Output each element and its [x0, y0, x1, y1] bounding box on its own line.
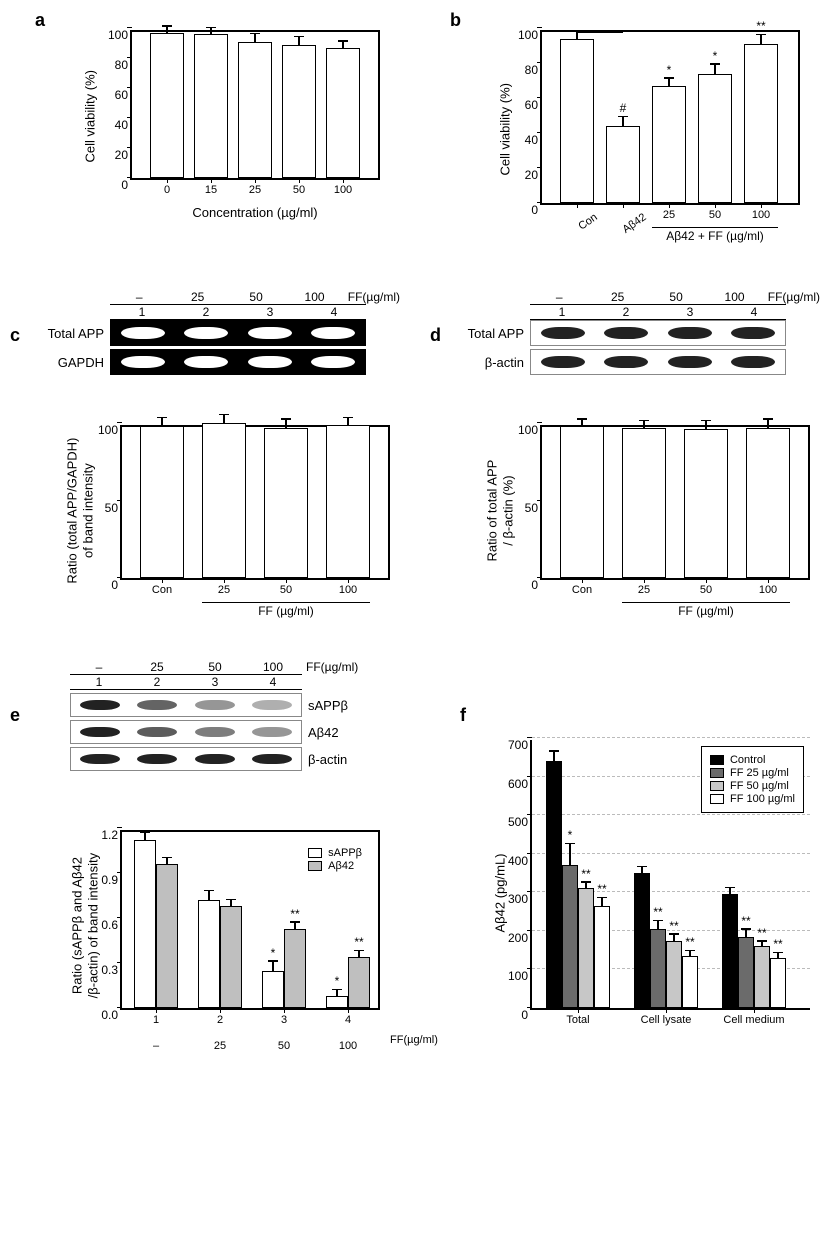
panel-label-b: b — [450, 10, 461, 31]
chart-c: 050100Con2550100FF (µg/ml) — [120, 425, 390, 580]
panel-label-f: f — [460, 705, 466, 726]
panel-label-e: e — [10, 705, 20, 726]
gel-e: –2550100FF(µg/ml)1234sAPPβAβ42β-actin — [40, 660, 390, 771]
ylabel-e: Ratio (sAPPβ and Aβ42/β-actin) of band i… — [69, 826, 100, 1026]
chart-f: 0100200300400500600700*****Total******Ce… — [530, 740, 810, 1010]
gel-c: –2550100FF(µg/ml)1234Total APPGAPDH — [30, 290, 400, 375]
ylabel-c: Ratio (total APP/GAPDH)of band intensity — [64, 421, 95, 601]
chart-b: 020406080100ConAβ42#25*50*100**Aβ42 + FF… — [540, 30, 800, 205]
xlabel-a: Concentration (µg/ml) — [130, 205, 380, 220]
gel-d: –2550100FF(µg/ml)1234Total APPβ-actin — [450, 290, 820, 375]
ylabel-f: Aβ42 (pg/mL) — [493, 813, 508, 933]
panel-label-d: d — [430, 325, 441, 346]
panel-label-a: a — [35, 10, 45, 31]
ylabel-b: Cell viability (%) — [498, 56, 513, 176]
chart-a: 0204060801000152550100 — [130, 30, 380, 180]
chart-d: 050100Con2550100FF (µg/ml) — [540, 425, 810, 580]
ylabel-a: Cell viability (%) — [83, 43, 98, 163]
chart-e: 0.00.30.60.91.21–225***350***4100FF(µg/m… — [120, 830, 380, 1010]
figure: a b 0204060801000152550100 Cell viabilit… — [0, 0, 827, 1090]
panel-label-c: c — [10, 325, 20, 346]
ylabel-d: Ratio of total APP/ β-actin (%) — [484, 421, 515, 601]
